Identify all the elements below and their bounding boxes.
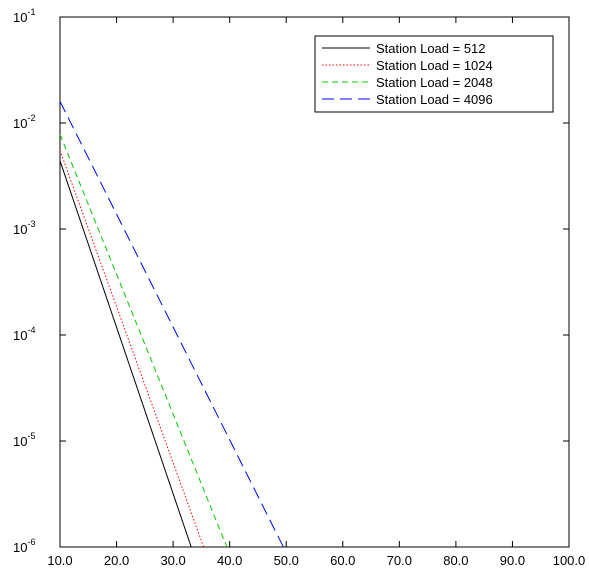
legend-label-1: Station Load = 512 <box>376 41 486 56</box>
y-tick-label: 10-2 <box>13 113 35 131</box>
y-tick-exponent: -4 <box>27 325 35 335</box>
legend-box <box>314 35 554 113</box>
y-tick-label: 10-4 <box>13 325 35 343</box>
x-tick-label: 50.0 <box>274 553 299 568</box>
y-tick-exponent: -5 <box>27 431 35 441</box>
legend-label-4: Station Load = 4096 <box>376 92 493 107</box>
y-tick-base: 10 <box>13 116 27 131</box>
series-lines <box>59 101 284 548</box>
series-line-2 <box>59 150 205 548</box>
x-tick-label: 90.0 <box>500 553 525 568</box>
x-tick-label: 30.0 <box>160 553 185 568</box>
x-tick-label: 70.0 <box>387 553 412 568</box>
y-tick-label: 10-6 <box>13 537 35 555</box>
y-tick-label: 10-3 <box>13 219 35 237</box>
y-tick-exponent: -6 <box>27 537 35 547</box>
y-tick-base: 10 <box>13 328 27 343</box>
series-line-4 <box>59 101 284 548</box>
y-tick-exponent: -3 <box>27 219 35 229</box>
plot-frame <box>59 16 570 548</box>
x-tick-label: 100.0 <box>553 553 586 568</box>
legend: Station Load = 512 Station Load = 1024 Sta… <box>314 35 554 113</box>
series-line-3 <box>59 134 228 548</box>
legend-label-3: Station Load = 2048 <box>376 75 493 90</box>
y-tick-exponent: -1 <box>27 7 35 17</box>
y-axis: 10-110-210-310-410-510-6 <box>13 7 569 555</box>
x-tick-label: 40.0 <box>217 553 242 568</box>
y-tick-base: 10 <box>13 540 27 555</box>
x-tick-label: 80.0 <box>443 553 468 568</box>
y-tick-base: 10 <box>13 434 27 449</box>
x-axis: 10.0 20.0 30.0 40.0 50.0 60.0 70.0 80.0 90.0 100.… <box>47 17 585 568</box>
y-tick-label: 10-1 <box>13 7 35 25</box>
y-tick-base: 10 <box>13 222 27 237</box>
legend-label-2: Station Load = 1024 <box>376 58 493 73</box>
x-tick-label: 10.0 <box>47 553 72 568</box>
x-tick-label: 60.0 <box>330 553 355 568</box>
y-tick-exponent: -2 <box>27 113 35 123</box>
y-tick-base: 10 <box>13 10 27 25</box>
x-tick-label: 20.0 <box>104 553 129 568</box>
series-line-1 <box>59 160 192 548</box>
y-tick-label: 10-5 <box>13 431 35 449</box>
